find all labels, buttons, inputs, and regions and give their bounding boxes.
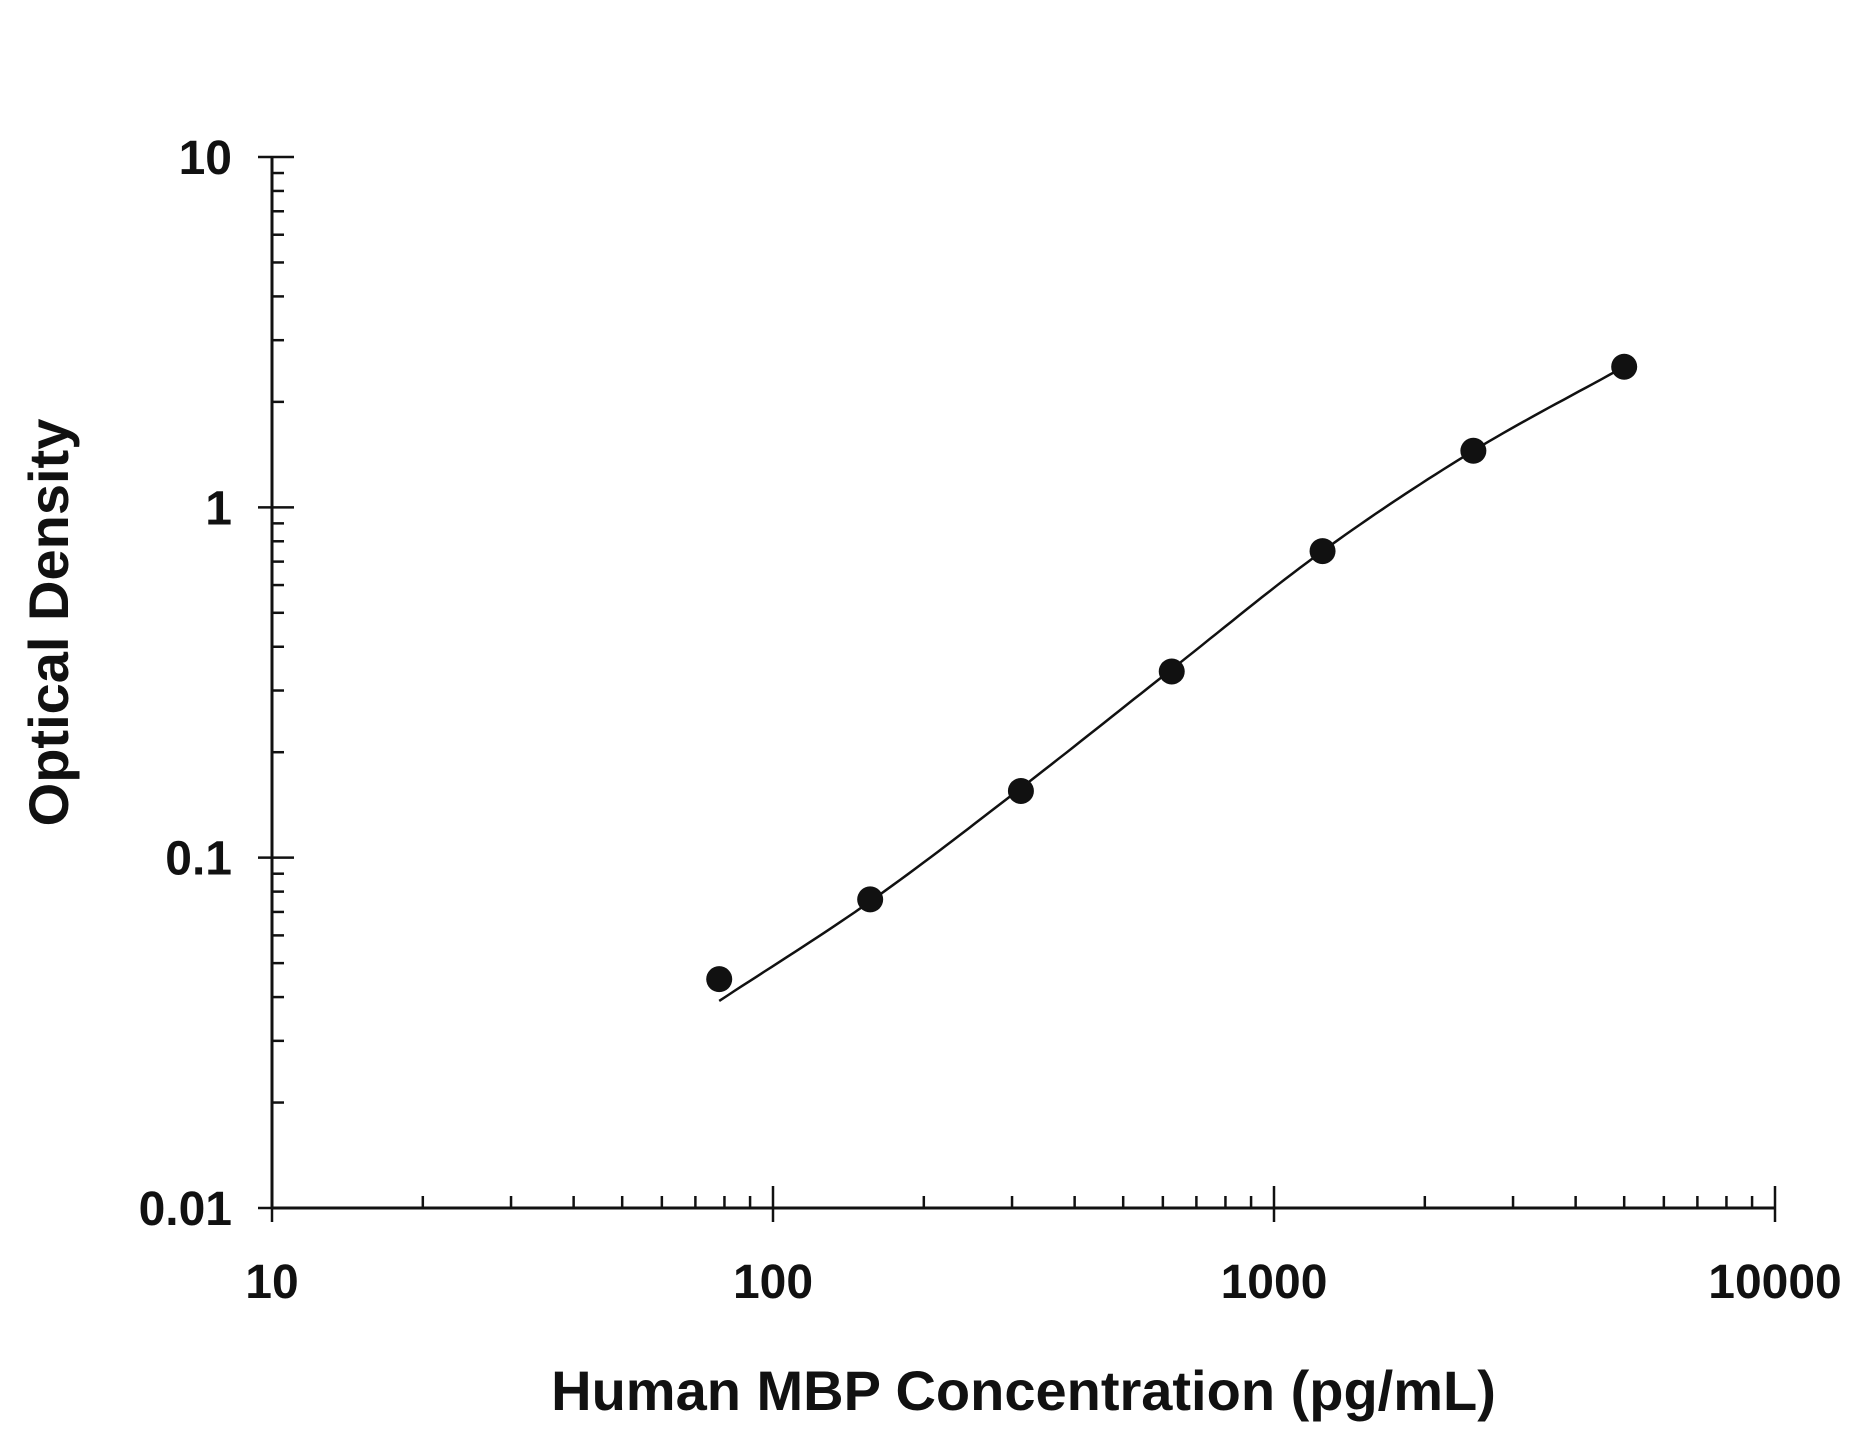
data-point bbox=[857, 886, 884, 913]
x-tick-label: 100 bbox=[733, 1256, 813, 1309]
data-point bbox=[706, 966, 733, 993]
y-tick-label: 0.1 bbox=[165, 833, 232, 886]
y-axis-major-ticks: 0.01 0.1 1 10 bbox=[139, 132, 294, 1236]
y-tick-label: 0.01 bbox=[139, 1183, 232, 1236]
data-point bbox=[1158, 658, 1185, 685]
data-point bbox=[1460, 437, 1487, 464]
x-tick-label: 1000 bbox=[1221, 1256, 1328, 1309]
data-point bbox=[1611, 353, 1638, 380]
x-axis-minor-ticks bbox=[421, 1196, 1754, 1208]
x-tick-label: 10 bbox=[245, 1256, 298, 1309]
x-axis-major-ticks: 10 100 1000 10000 bbox=[245, 1186, 1842, 1309]
x-tick-label: 10000 bbox=[1708, 1256, 1841, 1309]
y-axis-minor-ticks bbox=[272, 171, 284, 1104]
data-point bbox=[1309, 538, 1336, 565]
y-tick-label: 1 bbox=[205, 482, 232, 535]
y-axis-title: Optical Density bbox=[17, 419, 80, 827]
x-axis-title: Human MBP Concentration (pg/mL) bbox=[551, 1359, 1496, 1422]
data-point bbox=[1007, 777, 1034, 804]
data-points bbox=[706, 353, 1638, 993]
y-tick-label: 10 bbox=[179, 132, 232, 185]
